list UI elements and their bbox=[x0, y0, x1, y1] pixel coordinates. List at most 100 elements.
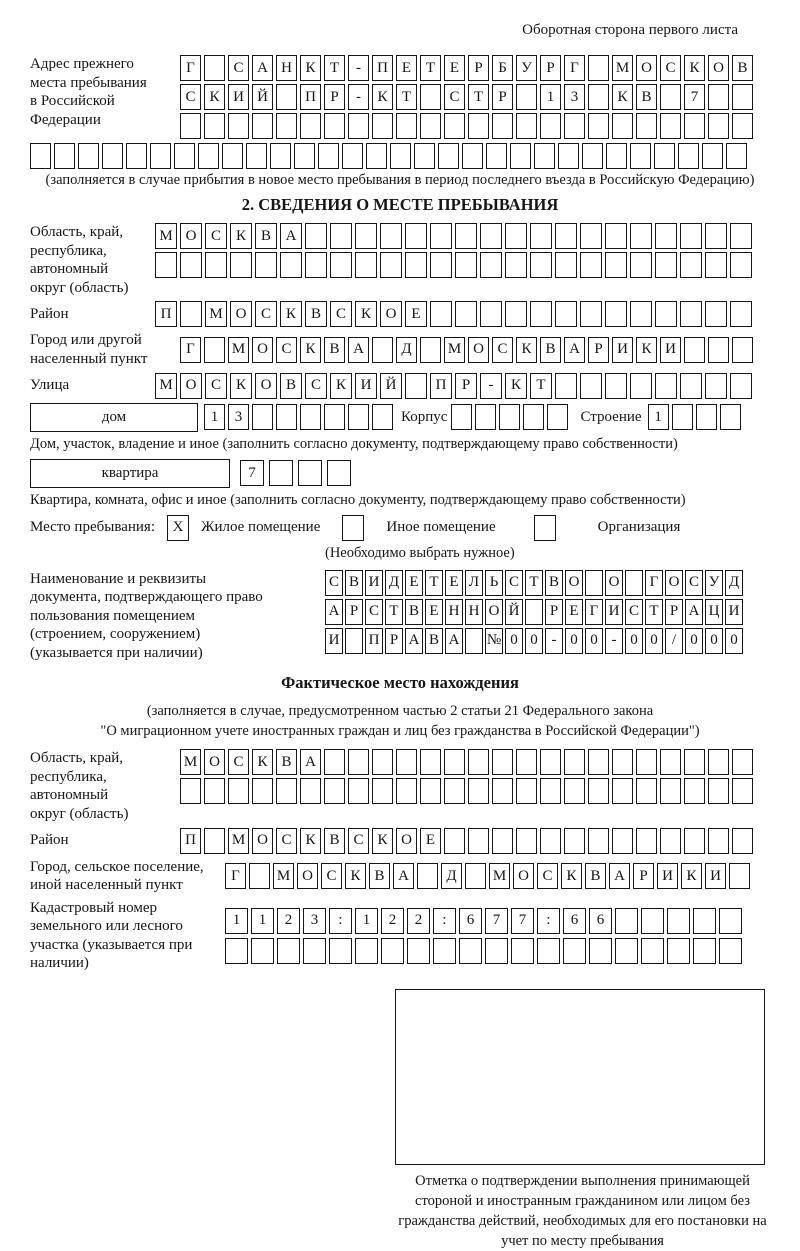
char-cell: А bbox=[348, 336, 369, 363]
char-cell: Й bbox=[252, 84, 273, 110]
char-cell bbox=[204, 778, 225, 805]
char-cell bbox=[468, 113, 489, 139]
char-cell bbox=[465, 627, 483, 654]
char-cell bbox=[276, 84, 297, 110]
char-cell bbox=[468, 749, 489, 776]
char-cell bbox=[366, 143, 387, 169]
char-cell: О bbox=[565, 569, 583, 596]
stamp-caption: Отметка о подтверждении выполнения прини… bbox=[398, 1173, 767, 1250]
char-cell: И bbox=[228, 84, 249, 110]
char-cell bbox=[540, 113, 561, 139]
char-cell bbox=[269, 460, 293, 487]
char-cell bbox=[547, 404, 569, 431]
char-cell: Б bbox=[492, 55, 513, 81]
char-cell: П bbox=[155, 301, 177, 328]
char-cell: Р bbox=[324, 84, 345, 110]
char-cell: Т bbox=[468, 84, 489, 110]
char-cell bbox=[455, 223, 477, 249]
residence-checkbox-other bbox=[342, 514, 365, 541]
char-cell bbox=[407, 937, 430, 964]
char-cell bbox=[655, 372, 677, 399]
char-cell: С bbox=[228, 749, 249, 776]
char-cell: Й bbox=[380, 372, 402, 399]
house-box-label: дом bbox=[30, 402, 198, 432]
stroenie-label: Строение bbox=[580, 408, 642, 425]
char-cell bbox=[462, 143, 483, 169]
char-cell bbox=[150, 143, 171, 169]
residence-type-row: Место пребывания: X Жилое помещение Иное… bbox=[30, 514, 770, 541]
char-cell: Г bbox=[180, 55, 201, 81]
char-cell: А bbox=[564, 336, 585, 363]
char-cell bbox=[270, 143, 291, 169]
house-footnote: Дом, участок, владение и иное (заполнить… bbox=[30, 435, 678, 452]
char-cell bbox=[525, 598, 543, 625]
char-cell bbox=[355, 252, 377, 278]
char-cell: В bbox=[324, 827, 345, 854]
char-cell: Т bbox=[420, 55, 441, 81]
actual-region-label: Область, край, республика, автономный ок… bbox=[30, 750, 129, 822]
char-cell: П bbox=[365, 627, 383, 654]
char-cell bbox=[228, 113, 249, 139]
char-cell bbox=[580, 372, 602, 399]
char-cell bbox=[102, 143, 123, 169]
char-cell: О bbox=[180, 223, 202, 249]
char-cell bbox=[324, 113, 345, 139]
char-cell bbox=[225, 937, 248, 964]
char-cell: А bbox=[609, 863, 630, 890]
char-cell bbox=[678, 143, 699, 169]
char-cell: О bbox=[252, 336, 273, 363]
char-cell bbox=[654, 143, 675, 169]
char-cell: М bbox=[444, 336, 465, 363]
char-cell bbox=[555, 223, 577, 249]
char-cell: С bbox=[365, 598, 383, 625]
char-cell bbox=[564, 113, 585, 139]
char-cell bbox=[324, 778, 345, 805]
char-cell: О bbox=[230, 301, 252, 328]
char-cell: Р bbox=[545, 598, 563, 625]
char-cell bbox=[680, 372, 702, 399]
actual-location-note-2: "О миграционном учете иностранных гражда… bbox=[100, 722, 700, 739]
char-cell bbox=[480, 301, 502, 328]
char-cell: И bbox=[355, 372, 377, 399]
char-cell: М bbox=[489, 863, 510, 890]
char-cell bbox=[485, 937, 508, 964]
char-cell: А bbox=[300, 749, 321, 776]
char-cell bbox=[324, 404, 345, 431]
char-cell: П bbox=[430, 372, 452, 399]
char-cell: 1 bbox=[355, 907, 378, 934]
char-cell bbox=[684, 778, 705, 805]
char-cell bbox=[730, 223, 752, 249]
char-cell bbox=[414, 143, 435, 169]
actual-city-label: Город, сельское поселение, иной населенн… bbox=[30, 858, 204, 894]
char-cell bbox=[345, 627, 363, 654]
char-cell bbox=[444, 827, 465, 854]
char-cell bbox=[492, 749, 513, 776]
char-cell bbox=[249, 863, 270, 890]
char-cell: 6 bbox=[563, 907, 586, 934]
char-cell bbox=[660, 84, 681, 110]
char-cell: О bbox=[513, 863, 534, 890]
char-cell bbox=[730, 301, 752, 328]
char-cell bbox=[605, 372, 627, 399]
char-cell: С bbox=[255, 301, 277, 328]
char-cell: С bbox=[444, 84, 465, 110]
char-cell: К bbox=[355, 301, 377, 328]
char-cell bbox=[540, 827, 561, 854]
char-cell: Н bbox=[276, 55, 297, 81]
char-cell: 0 bbox=[585, 627, 603, 654]
char-cell bbox=[342, 143, 363, 169]
char-cell bbox=[641, 937, 664, 964]
char-cell: К bbox=[230, 223, 252, 249]
char-cell bbox=[372, 778, 393, 805]
char-cell bbox=[580, 223, 602, 249]
char-cell: 0 bbox=[525, 627, 543, 654]
char-cell bbox=[420, 84, 441, 110]
char-cell bbox=[684, 749, 705, 776]
